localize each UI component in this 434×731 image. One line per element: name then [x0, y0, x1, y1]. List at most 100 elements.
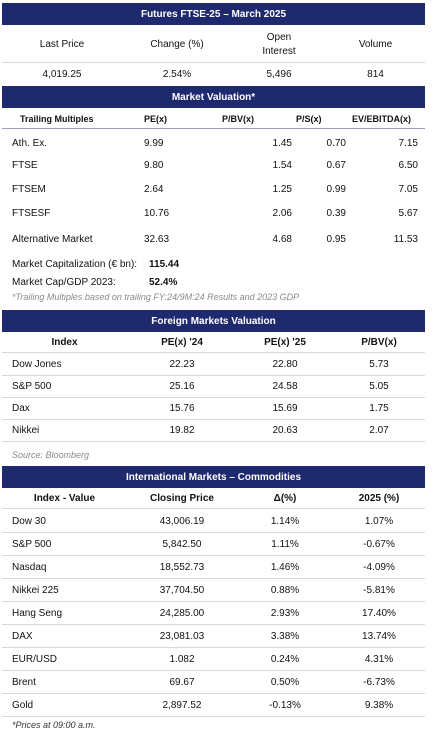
international-row-index: Brent: [12, 676, 36, 688]
cap-gdp-label: Market Cap/GDP 2023:: [12, 276, 116, 288]
valuation-footnote: *Trailing Multiples based on trailing FY…: [12, 292, 300, 302]
foreign-row-pbv: 5.05: [369, 381, 389, 392]
foreign-row-index: Nikkei: [12, 425, 40, 436]
valuation-title: Market Valuation*: [171, 91, 256, 103]
valuation-row-ps: 0.39: [326, 207, 346, 219]
valuation-header: Market Valuation*: [2, 86, 425, 108]
international-row-index: Gold: [12, 699, 34, 711]
foreign-headers-row: Index PE(x) '24 PE(x) '25 P/BV(x): [2, 333, 425, 353]
international-row-delta: 0.24%: [270, 653, 300, 665]
international-row: Brent 69.67 0.50% -6.73%: [2, 671, 425, 694]
valuation-row-pe: 9.99: [144, 137, 164, 149]
international-row-ytd: -0.67%: [363, 538, 395, 550]
international-row-index: DAX: [12, 630, 33, 642]
international-title: International Markets – Commodities: [125, 471, 302, 483]
foreign-row-pe24: 19.82: [169, 425, 195, 436]
market-cap-row: Market Capitalization (€ bn): 115.44: [2, 256, 425, 272]
valuation-row-ps: 0.67: [326, 159, 346, 171]
international-header: International Markets – Commodities: [2, 466, 425, 488]
foreign-source: Source: Bloomberg: [12, 450, 90, 460]
valuation-row-ev: 7.05: [398, 183, 418, 195]
valuation-row-name: Ath. Ex.: [12, 137, 48, 149]
foreign-row-pe25: 15.69: [272, 403, 298, 414]
international-row-index: Nikkei 225: [12, 584, 59, 596]
international-row: Dow 30 43,006.19 1.14% 1.07%: [2, 510, 425, 533]
international-row-closing: 18,552.73: [159, 561, 205, 573]
international-row-ytd: 17.40%: [362, 607, 396, 619]
international-row-ytd: 9.38%: [364, 699, 394, 711]
international-row-closing: 43,006.19: [159, 515, 205, 527]
valuation-row-pbv: 4.68: [272, 233, 292, 245]
foreign-row-pbv: 1.75: [369, 403, 389, 414]
foreign-row: Dax 15.76 15.69 1.75: [2, 398, 425, 420]
international-row-index: Dow 30: [12, 515, 46, 527]
international-row-closing: 1.082: [169, 653, 195, 665]
futures-header-change: Change (%): [150, 39, 204, 50]
international-row-closing: 23,081.03: [159, 630, 205, 642]
foreign-row-pe24: 22.23: [169, 359, 195, 370]
futures-change: 2.54%: [162, 69, 192, 80]
valuation-row-pe: 9.80: [144, 159, 164, 171]
valuation-row-pe: 32.63: [144, 233, 170, 245]
international-row-ytd: 13.74%: [362, 630, 396, 642]
futures-open-interest: 5,496: [266, 69, 292, 80]
international-row-index: EUR/USD: [12, 653, 58, 665]
foreign-row-index: S&P 500: [12, 381, 52, 392]
international-row-closing: 2,897.52: [162, 699, 202, 711]
international-row-index: Nasdaq: [12, 561, 47, 573]
international-row: DAX 23,081.03 3.38% 13.74%: [2, 625, 425, 648]
valuation-header-ev: EV/EBITDA(x): [352, 113, 412, 124]
valuation-headers-row: Trailing Multiples PE(x) P/BV(x) P/S(x) …: [2, 109, 425, 129]
valuation-row-name: FTSEM: [12, 183, 46, 195]
valuation-header-trailing: Trailing Multiples: [20, 113, 94, 124]
foreign-title: Foreign Markets Valuation: [151, 315, 276, 327]
international-row-delta: -0.13%: [269, 699, 301, 711]
valuation-row-ev: 11.53: [393, 233, 418, 245]
foreign-row-pe25: 20.63: [272, 425, 298, 436]
international-row: Nikkei 225 37,704.50 0.88% -5.81%: [2, 579, 425, 602]
valuation-row-name: Alternative Market: [12, 233, 93, 245]
futures-header-volume: Volume: [358, 39, 393, 50]
valuation-row: Alternative Market 32.63 4.68 0.95 11.53: [2, 228, 425, 250]
international-row-ytd: -5.81%: [363, 584, 395, 596]
futures-last-price: 4,019.25: [42, 69, 82, 80]
foreign-row: S&P 500 25.16 24.58 5.05: [2, 376, 425, 398]
international-row-delta: 1.46%: [270, 561, 300, 573]
foreign-header-pe25: PE(x) '25: [264, 337, 306, 348]
futures-values-row: 4,019.25 2.54% 5,496 814: [2, 64, 425, 85]
futures-headers-row: Last Price Change (%) Open Interest Volu…: [2, 27, 425, 63]
foreign-header: Foreign Markets Valuation: [2, 310, 425, 332]
foreign-row-index: Dow Jones: [12, 359, 62, 370]
foreign-row: Dow Jones 22.23 22.80 5.73: [2, 354, 425, 376]
foreign-header-pe24: PE(x) '24: [161, 337, 203, 348]
foreign-header-index: Index: [51, 337, 78, 348]
international-row: Hang Seng 24,285.00 2.93% 17.40%: [2, 602, 425, 625]
valuation-row-pbv: 2.06: [272, 207, 292, 219]
international-row-ytd: -6.73%: [363, 676, 395, 688]
foreign-row-pe25: 24.58: [272, 381, 298, 392]
international-row-delta: 1.11%: [271, 538, 299, 550]
valuation-row-pe: 2.64: [144, 183, 164, 195]
valuation-row-pbv: 1.25: [272, 183, 292, 195]
international-row: EUR/USD 1.082 0.24% 4.31%: [2, 648, 425, 671]
valuation-row-ps: 0.70: [326, 137, 346, 149]
foreign-row-pe24: 25.16: [169, 381, 195, 392]
foreign-row-pbv: 2.07: [369, 425, 389, 436]
valuation-row: FTSEM 2.64 1.25 0.99 7.05: [2, 178, 425, 200]
valuation-row-ev: 7.15: [398, 137, 418, 149]
international-row: S&P 500 5,842.50 1.11% -0.67%: [2, 533, 425, 556]
international-row-delta: 0.50%: [270, 676, 300, 688]
valuation-row: FTSESF 10.76 2.06 0.39 5.67: [2, 202, 425, 224]
international-row-ytd: -4.09%: [363, 561, 395, 573]
valuation-row-pe: 10.76: [144, 207, 170, 219]
valuation-header-pe: PE(x): [144, 113, 168, 124]
foreign-row: Nikkei 19.82 20.63 2.07: [2, 420, 425, 442]
futures-header-open-interest: Open Interest: [262, 31, 296, 57]
international-footnote: *Prices at 09:00 a.m.: [12, 720, 96, 730]
futures-title: Futures FTSE-25 – March 2025: [140, 8, 287, 20]
international-row-ytd: 4.31%: [364, 653, 394, 665]
international-row-closing: 5,842.50: [162, 538, 202, 550]
valuation-row-ev: 5.67: [398, 207, 418, 219]
international-row-index: Hang Seng: [12, 607, 63, 619]
international-row-delta: 2.93%: [270, 607, 300, 619]
